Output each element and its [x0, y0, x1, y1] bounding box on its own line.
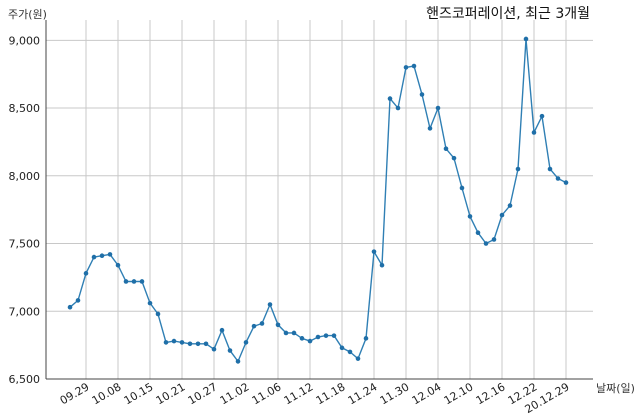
- data-point: [443, 146, 449, 151]
- data-point: [291, 330, 297, 336]
- data-point: [83, 271, 89, 276]
- data-point: [227, 348, 233, 353]
- x-tick-label: 11.12: [282, 380, 316, 407]
- chart-title: 핸즈코퍼레이션, 최근 3개월: [426, 6, 590, 22]
- data-point: [411, 63, 417, 69]
- data-point: [387, 96, 393, 101]
- data-point: [99, 253, 105, 259]
- data-point: [315, 334, 321, 340]
- y-tick-label: 8,000: [9, 170, 41, 183]
- data-point: [251, 323, 257, 329]
- y-axis-label: 주가(원): [8, 8, 47, 21]
- data-point: [131, 279, 137, 284]
- data-point: [163, 340, 169, 345]
- data-point: [243, 340, 249, 345]
- x-tick-label: 11.24: [346, 380, 380, 407]
- data-point: [123, 279, 129, 284]
- data-point: [307, 338, 313, 344]
- data-point: [195, 341, 201, 347]
- data-point: [75, 298, 81, 303]
- y-tick-label: 6,500: [9, 373, 41, 386]
- data-point: [155, 311, 161, 317]
- data-point: [539, 113, 545, 119]
- data-point: [435, 105, 441, 111]
- data-point: [491, 237, 497, 242]
- data-point: [475, 230, 481, 235]
- data-point: [371, 249, 377, 254]
- data-point: [331, 333, 337, 338]
- data-point: [67, 304, 73, 310]
- y-tick-label: 8,500: [9, 102, 41, 115]
- series-line: [69, 38, 567, 363]
- data-point: [323, 333, 329, 338]
- x-tick-label: 10.15: [122, 380, 156, 407]
- data-point: [219, 327, 225, 333]
- data-point: [395, 105, 401, 111]
- x-tick-label: 11.30: [378, 380, 412, 407]
- series-layer: [67, 36, 569, 364]
- data-point: [347, 349, 353, 355]
- data-point: [355, 356, 361, 361]
- x-tick-labels: 09.2910.0810.1510.2110.2711.0211.0611.12…: [58, 380, 572, 416]
- data-point: [147, 300, 153, 306]
- x-tick-label: 12.16: [474, 380, 508, 407]
- data-point: [259, 321, 265, 326]
- data-point: [419, 92, 425, 97]
- x-tick-label: 10.21: [154, 380, 188, 407]
- x-tick-label: 12.04: [410, 380, 444, 407]
- data-point: [115, 262, 121, 268]
- data-point: [523, 36, 529, 42]
- data-point: [203, 341, 209, 347]
- data-point: [171, 338, 177, 344]
- x-tick-label: 12.10: [442, 380, 476, 407]
- data-point: [179, 340, 185, 345]
- y-tick-label: 9,000: [9, 34, 41, 47]
- grid-lines: [46, 20, 593, 380]
- data-point: [507, 203, 513, 208]
- data-point: [339, 345, 345, 351]
- data-point: [467, 214, 473, 219]
- data-point: [499, 212, 505, 218]
- data-point: [483, 241, 489, 246]
- data-point: [427, 126, 433, 131]
- data-point: [139, 279, 145, 284]
- y-tick-label: 7,000: [9, 305, 41, 318]
- data-point: [363, 336, 369, 341]
- data-point: [91, 254, 97, 260]
- x-tick-label: 11.06: [250, 380, 284, 407]
- x-tick-label: 09.29: [58, 380, 92, 407]
- x-tick-label: 10.27: [186, 380, 220, 407]
- data-point: [275, 322, 281, 328]
- y-tick-labels: 6,500 7,000 7,500 8,000 8,500 9,000: [9, 34, 41, 386]
- x-tick-label: 11.02: [218, 380, 252, 407]
- data-point: [379, 262, 385, 268]
- x-axis-label: 날짜(일): [596, 381, 635, 395]
- data-point: [187, 341, 193, 347]
- x-tick-label: 10.08: [90, 380, 124, 407]
- data-point: [107, 252, 113, 257]
- data-point: [283, 330, 289, 336]
- data-point: [235, 359, 241, 364]
- data-point: [547, 166, 553, 172]
- data-point: [451, 155, 457, 161]
- data-point: [515, 166, 521, 172]
- data-point: [459, 185, 465, 191]
- x-tick-label: 11.18: [314, 380, 348, 407]
- data-point: [299, 336, 305, 341]
- y-tick-label: 7,500: [9, 238, 41, 251]
- axes: [45, 20, 593, 380]
- data-point: [555, 176, 561, 181]
- data-point: [563, 180, 569, 185]
- data-point: [403, 65, 409, 70]
- data-point: [211, 346, 217, 352]
- data-point: [267, 302, 273, 307]
- data-point: [531, 130, 537, 135]
